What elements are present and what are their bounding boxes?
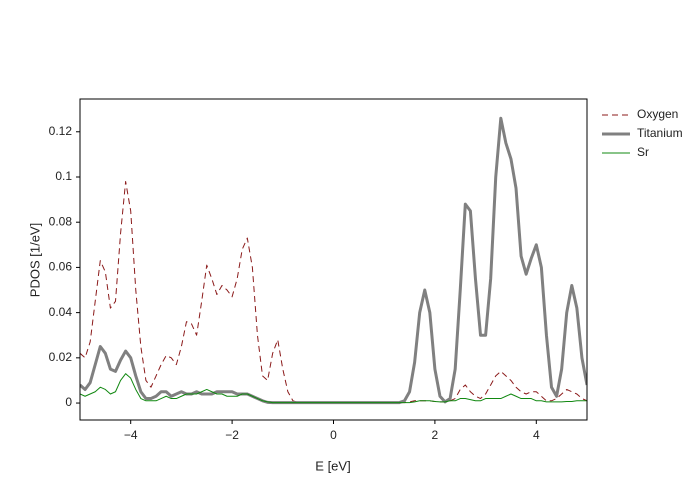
x-tick-label: 0 [330,428,337,442]
series-line [80,373,587,404]
x-tick-label: 2 [432,428,439,442]
legend-label: Sr [637,145,649,159]
x-axis-title: E [eV] [315,458,350,473]
y-axis-title: PDOS [1/eV] [27,223,42,297]
y-tick-label: 0 [65,395,72,409]
y-tick-label: 0.12 [49,124,73,138]
series-line [80,116,587,405]
x-tick-label: −4 [124,428,138,442]
legend-label: Titanium [637,126,683,140]
x-tick-label: 4 [533,428,540,442]
y-tick-label: 0.02 [49,350,73,364]
series-line [80,181,587,404]
y-tick-label: 0.1 [55,169,72,183]
y-tick-label: 0.04 [49,305,73,319]
plot-frame [79,98,588,421]
x-tick-label: −2 [225,428,239,442]
y-tick-label: 0.06 [49,260,73,274]
y-tick-label: 0.08 [49,214,73,228]
legend-label: Oxygen [637,107,678,121]
